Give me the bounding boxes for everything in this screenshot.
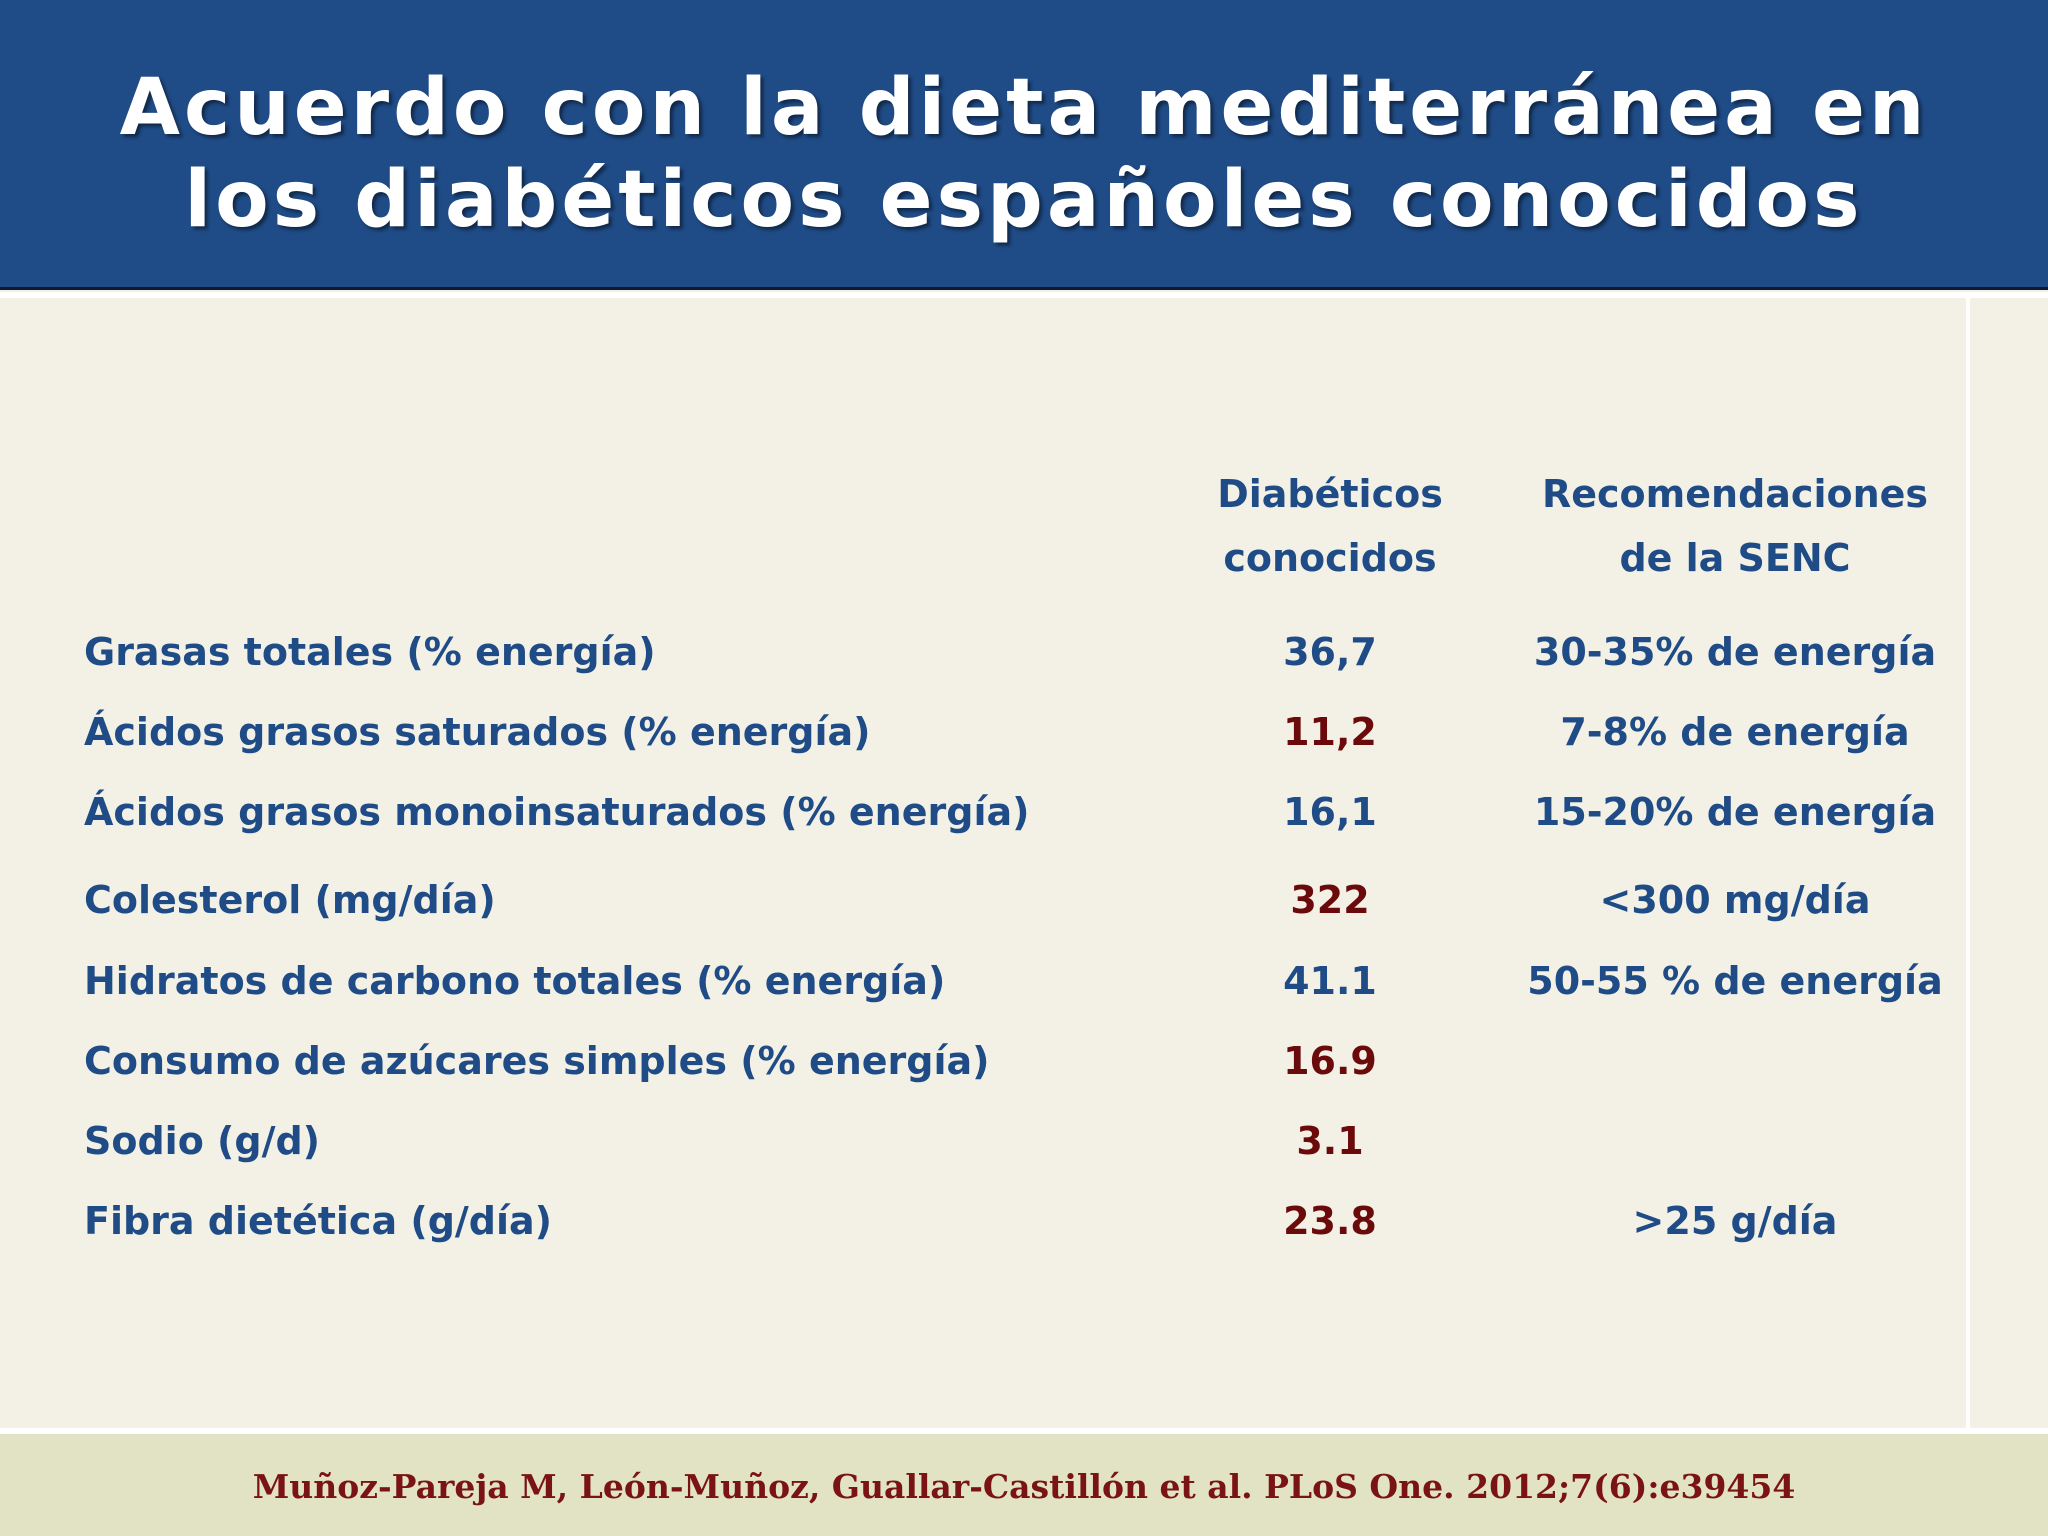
- row-label: Ácidos grasos monoinsaturados (% energía…: [84, 790, 1030, 834]
- row-value: 36,7: [1283, 630, 1377, 674]
- table-row: Fibra dietética (g/día) 23.8 >25 g/día: [0, 1191, 2048, 1251]
- row-value: 16,1: [1283, 790, 1377, 834]
- table-row: Colesterol (mg/día) 322 <300 mg/día: [0, 870, 2048, 930]
- slide-title-line-1: Acuerdo con la dieta mediterránea en: [119, 63, 1929, 153]
- row-label: Sodio (g/d): [84, 1119, 321, 1163]
- column-header-recomendaciones: Recomendaciones de la SENC: [1500, 462, 1970, 590]
- table-row: Ácidos grasos monoinsaturados (% energía…: [0, 782, 2048, 842]
- row-value: 11,2: [1283, 710, 1377, 754]
- row-label: Fibra dietética (g/día): [84, 1199, 553, 1243]
- row-recommendation: 50-55 % de energía: [1527, 959, 1943, 1003]
- column-header-diabeticos-line-1: Diabéticos: [1217, 472, 1443, 516]
- column-header-diabeticos-line-2: conocidos: [1223, 536, 1437, 580]
- row-label: Colesterol (mg/día): [84, 878, 496, 922]
- right-margin-divider: [1966, 298, 1970, 1428]
- row-recommendation: >25 g/día: [1632, 1199, 1838, 1243]
- row-value: 16.9: [1283, 1039, 1377, 1083]
- row-label: Grasas totales (% energía): [84, 630, 656, 674]
- row-label: Ácidos grasos saturados (% energía): [84, 710, 871, 754]
- column-header-recomendaciones-line-1: Recomendaciones: [1541, 472, 1929, 516]
- table-row: Consumo de azúcares simples (% energía) …: [0, 1031, 2048, 1091]
- column-header-diabeticos: Diabéticos conocidos: [1160, 462, 1500, 590]
- row-recommendation: <300 mg/día: [1599, 878, 1871, 922]
- row-label: Consumo de azúcares simples (% energía): [84, 1039, 990, 1083]
- slide-header: Acuerdo con la dieta mediterránea en los…: [0, 0, 2048, 290]
- row-value: 41.1: [1283, 959, 1377, 1003]
- citation-text: Muñoz-Pareja M, León-Muñoz, Guallar-Cast…: [252, 1467, 1796, 1506]
- row-value: 23.8: [1283, 1199, 1377, 1243]
- slide-footer: [0, 1428, 2048, 1536]
- row-value: 322: [1290, 878, 1370, 922]
- row-recommendation: 15-20% de energía: [1533, 790, 1937, 834]
- header-divider: [0, 292, 2048, 298]
- table-row: Ácidos grasos saturados (% energía) 11,2…: [0, 702, 2048, 762]
- row-recommendation: 30-35% de energía: [1533, 630, 1937, 674]
- slide-title-line-2: los diabéticos españoles conocidos: [184, 155, 1864, 245]
- slide-content: [0, 298, 1966, 1428]
- row-label: Hidratos de carbono totales (% energía): [84, 959, 946, 1003]
- row-value: 3.1: [1296, 1119, 1364, 1163]
- row-recommendation: 7-8% de energía: [1560, 710, 1910, 754]
- slide-title: Acuerdo con la dieta mediterránea en los…: [0, 62, 2048, 246]
- right-margin: [1970, 298, 2048, 1428]
- table-row: Sodio (g/d) 3.1: [0, 1111, 2048, 1171]
- table-row: Grasas totales (% energía) 36,7 30-35% d…: [0, 622, 2048, 682]
- column-header-recomendaciones-line-2: de la SENC: [1619, 536, 1851, 580]
- table-row: Hidratos de carbono totales (% energía) …: [0, 951, 2048, 1011]
